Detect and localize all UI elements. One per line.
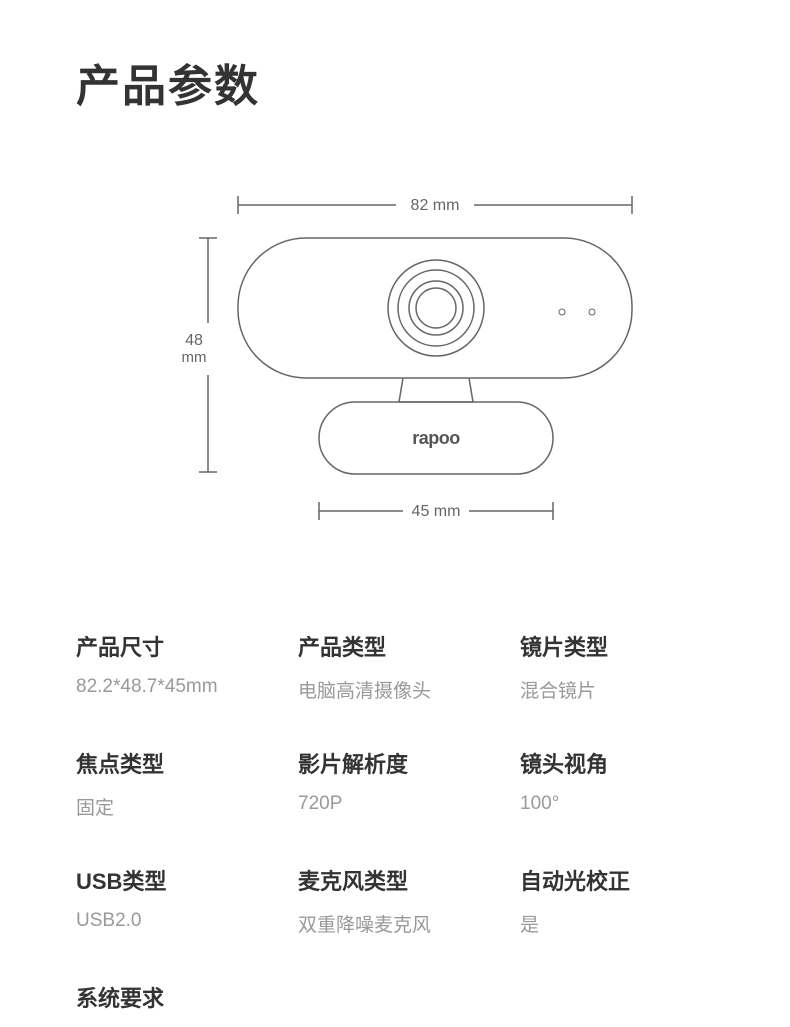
- webcam-neck: [399, 378, 473, 402]
- bottom-dimension: 45 mm: [319, 502, 553, 520]
- lens-icon: [388, 260, 484, 356]
- top-dimension: 82 mm: [238, 196, 632, 214]
- spec-value: USB2.0: [76, 910, 270, 932]
- spec-item: 麦克风类型 双重降噪麦克风: [298, 864, 492, 937]
- mic-hole-icon: [559, 309, 565, 315]
- spec-value: 双重降噪麦克风: [298, 910, 492, 937]
- spec-item: 镜片类型 混合镜片: [520, 630, 714, 703]
- base-dim-label: 45 mm: [412, 503, 461, 520]
- spec-label: 产品尺寸: [76, 630, 270, 662]
- spec-label: 产品类型: [298, 630, 492, 662]
- spec-value: 电脑高清摄像头: [298, 676, 492, 703]
- spec-label: 自动光校正: [520, 864, 714, 896]
- left-dimension: 48 mm: [182, 238, 218, 472]
- spec-item: 影片解析度 720P: [298, 747, 492, 820]
- spec-value: 是: [520, 910, 714, 937]
- spec-label: 系统要求: [76, 981, 270, 1013]
- spec-label: USB类型: [76, 864, 270, 896]
- spec-label: 镜片类型: [520, 630, 714, 662]
- mic-hole-icon: [589, 309, 595, 315]
- width-dim-label: 82 mm: [411, 197, 460, 214]
- brand-logo: rapoo: [412, 428, 460, 448]
- spec-label: 麦克风类型: [298, 864, 492, 896]
- spec-value: 100°: [520, 793, 714, 815]
- webcam-body: [238, 238, 632, 378]
- spec-label: 焦点类型: [76, 747, 270, 779]
- specs-grid: 产品尺寸 82.2*48.7*45mm 产品类型 电脑高清摄像头 镜片类型 混合…: [76, 630, 714, 1027]
- webcam-diagram-svg: 82 mm 48 mm: [126, 190, 646, 560]
- spec-item: 自动光校正 是: [520, 864, 714, 937]
- height-dim-value: 48: [185, 332, 203, 349]
- spec-item: 镜头视角 100°: [520, 747, 714, 820]
- spec-item: 系统要求: [76, 981, 270, 1027]
- spec-value: 720P: [298, 793, 492, 815]
- product-diagram: 82 mm 48 mm: [76, 190, 714, 560]
- spec-value: 固定: [76, 793, 270, 820]
- spec-item: 产品类型 电脑高清摄像头: [298, 630, 492, 703]
- spec-item: 焦点类型 固定: [76, 747, 270, 820]
- spec-value: 82.2*48.7*45mm: [76, 676, 270, 698]
- spec-item: 产品尺寸 82.2*48.7*45mm: [76, 630, 270, 703]
- page-title: 产品参数: [76, 50, 714, 114]
- spec-label: 影片解析度: [298, 747, 492, 779]
- spec-label: 镜头视角: [520, 747, 714, 779]
- spec-value: 混合镜片: [520, 676, 714, 703]
- spec-item: USB类型 USB2.0: [76, 864, 270, 937]
- height-dim-unit: mm: [182, 349, 207, 366]
